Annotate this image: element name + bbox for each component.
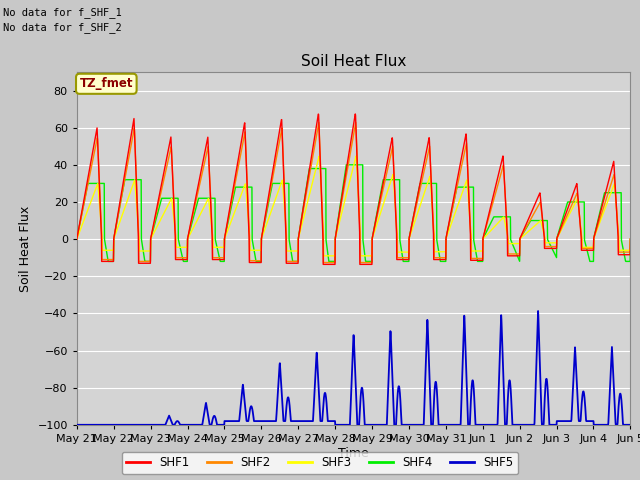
Y-axis label: Soil Heat Flux: Soil Heat Flux: [19, 205, 32, 291]
Title: Soil Heat Flux: Soil Heat Flux: [301, 54, 406, 70]
Text: No data for f_SHF_2: No data for f_SHF_2: [3, 22, 122, 33]
X-axis label: Time: Time: [338, 446, 369, 460]
Text: TZ_fmet: TZ_fmet: [79, 77, 133, 90]
Legend: SHF1, SHF2, SHF3, SHF4, SHF5: SHF1, SHF2, SHF3, SHF4, SHF5: [122, 452, 518, 474]
Text: No data for f_SHF_1: No data for f_SHF_1: [3, 7, 122, 18]
